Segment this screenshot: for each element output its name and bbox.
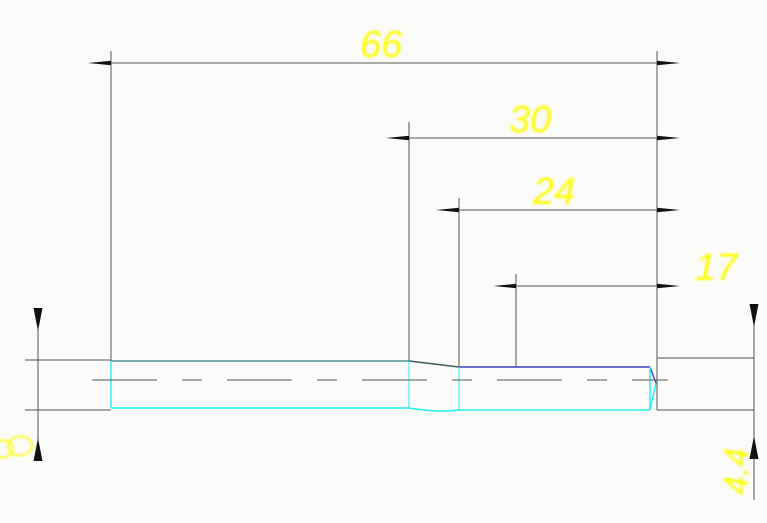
- svg-text:66: 66: [360, 24, 403, 66]
- svg-text:30: 30: [509, 99, 551, 141]
- svg-text:4.4: 4.4: [718, 448, 756, 495]
- svg-text:17: 17: [695, 247, 739, 289]
- svg-text:24: 24: [532, 171, 575, 213]
